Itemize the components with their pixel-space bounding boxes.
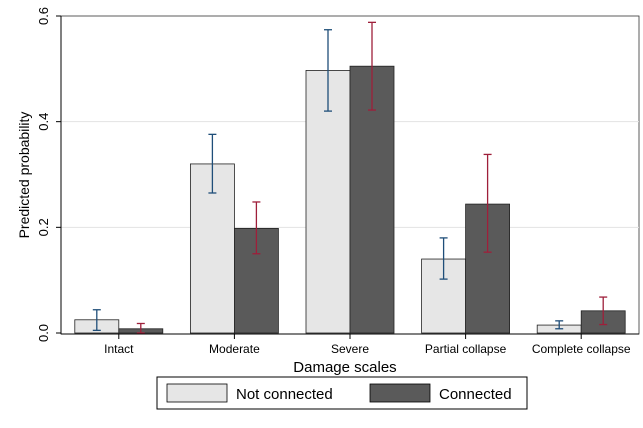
x-tick-label: Intact [104, 342, 134, 356]
error-bars [92, 21, 608, 334]
error-bar [599, 296, 608, 326]
error-bar [92, 309, 101, 332]
error-bar [483, 153, 492, 253]
x-tick-label: Complete collapse [532, 342, 631, 356]
legend-swatch-connected [369, 383, 431, 403]
error-bar [439, 237, 448, 280]
y-tick-label: 0.6 [36, 7, 51, 25]
error-bar [555, 320, 564, 330]
legend-label-connected: Connected [439, 386, 512, 403]
error-bar [208, 133, 217, 194]
error-bar [252, 201, 261, 255]
error-bar [368, 21, 376, 111]
x-tick-label: Partial collapse [425, 342, 507, 356]
y-tick-label: 0.0 [36, 324, 51, 342]
legend-swatch-not-connected [166, 383, 228, 403]
error-bar [136, 322, 145, 334]
bar [305, 70, 351, 334]
error-bar [324, 29, 332, 112]
y-axis-label: Predicted probability [16, 112, 32, 239]
x-axis-label: Damage scales [293, 359, 396, 376]
legend-label-not-connected: Not connected [236, 386, 333, 403]
y-tick-label: 0.4 [36, 113, 51, 131]
y-tick-label: 0.2 [36, 218, 51, 236]
axes: 0.0 0.2 0.4 0.6 Intact Moderate Severe Partial … [36, 7, 639, 356]
x-tick-label: Severe [331, 342, 369, 356]
legend: Not connected Connected [156, 376, 528, 410]
x-tick-label: Moderate [209, 342, 260, 356]
